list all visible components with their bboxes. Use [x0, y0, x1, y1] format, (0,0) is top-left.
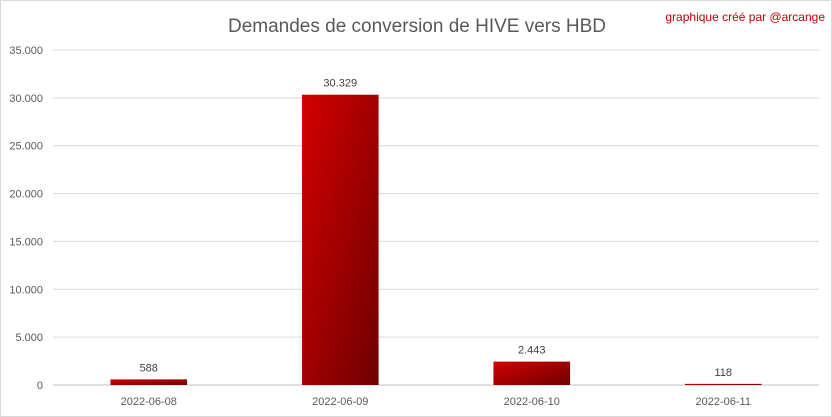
bar-2022-06-11 — [684, 383, 762, 385]
data-label: 30.329 — [323, 78, 357, 90]
chart-title: Demandes de conversion de HIVE vers HBD — [228, 16, 606, 37]
y-tick-label: 5.000 — [15, 332, 43, 344]
bars — [110, 94, 762, 386]
bar-2022-06-09 — [301, 94, 379, 386]
x-tick-label: 2022-06-09 — [312, 396, 368, 408]
y-tick-label: 30.000 — [9, 93, 43, 105]
y-tick-label: 15.000 — [9, 236, 43, 248]
y-tick-label: 25.000 — [9, 141, 43, 153]
bar-2022-06-10 — [493, 361, 571, 385]
data-label: 118 — [714, 367, 732, 379]
bar-2022-06-08 — [110, 379, 188, 385]
y-tick-label: 0 — [37, 380, 43, 392]
y-tick-label: 10.000 — [9, 284, 43, 296]
y-tick-label: 35.000 — [9, 45, 43, 57]
data-label: 2.443 — [518, 345, 546, 357]
data-label: 588 — [140, 362, 158, 374]
data-labels: 588 30.329 2.443 118 — [140, 78, 732, 379]
x-axis-ticks: 2022-06-08 2022-06-09 2022-06-10 2022-06-11 — [121, 396, 751, 408]
y-axis-ticks: 0 5.000 10.000 15.000 20.000 25.000 30.000 35.0… — [9, 45, 43, 392]
x-tick-label: 2022-06-08 — [121, 396, 177, 408]
x-tick-label: 2022-06-10 — [504, 396, 560, 408]
y-tick-label: 20.000 — [9, 189, 43, 201]
chart-credit: graphique créé par @arcange — [665, 10, 825, 24]
x-tick-label: 2022-06-11 — [696, 396, 751, 408]
gridlines — [53, 49, 819, 386]
